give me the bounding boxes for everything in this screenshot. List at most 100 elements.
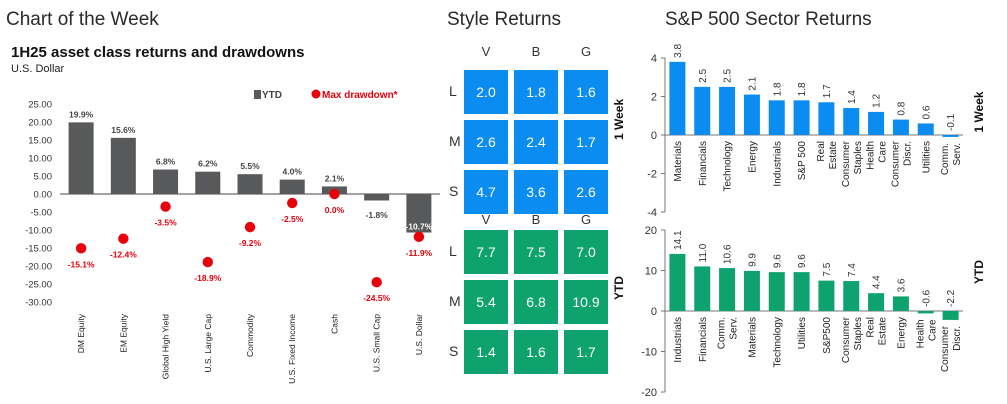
sector-category-label: Consumer (940, 325, 951, 372)
page-title: Chart of the Week (6, 9, 159, 30)
style-row-label: L (449, 243, 457, 259)
sector-category-label: Materials (747, 317, 758, 358)
sector-category-label: Discr. (952, 326, 963, 351)
style-panel-label: YTD (612, 276, 626, 300)
y-tick-label: -10.00 (25, 226, 52, 237)
sector-bar (868, 293, 885, 311)
sector-category-label: Energy (896, 317, 907, 349)
sector-bar (793, 272, 810, 311)
sector-category-label: Serv. (952, 143, 963, 166)
drawdown-point (371, 277, 382, 288)
ytd-data-label: -1.8% (366, 210, 389, 220)
asset-chart-title: 1H25 asset class returns and drawdowns (11, 44, 305, 61)
sector-category-label: Financials (698, 317, 709, 362)
style-row-label: L (449, 83, 457, 99)
sector-value-label: 1.2 (872, 94, 883, 108)
sector-value-label: 4.4 (872, 275, 883, 289)
y-tick-label: 0 (651, 306, 657, 318)
sector-bar (868, 111, 885, 135)
style-column-header: V (481, 44, 491, 59)
category-label: Commodity (245, 313, 255, 357)
sector-value-label: 9.9 (747, 253, 758, 267)
category-label: U.S. Dollar (414, 314, 424, 355)
sector-bar (768, 100, 785, 135)
style-return-cell: 1.6 (514, 330, 558, 374)
category-label: EM Equity (118, 313, 128, 352)
style-row-label: S (449, 183, 459, 199)
legend-drawdown-label: Max drawdown* (322, 90, 398, 101)
ytd-data-label: 2.1% (325, 173, 345, 183)
sector-bar (818, 102, 835, 135)
style-row-label: M (449, 293, 461, 309)
ytd-bar (279, 179, 305, 194)
drawdown-data-label: -12.4% (110, 250, 137, 260)
sector-category-label: Care (927, 319, 938, 341)
drawdown-data-label: -3.5% (154, 218, 177, 228)
style-return-cell: 5.4 (464, 280, 508, 324)
sector-bar (669, 253, 686, 311)
style-return-cell: 1.8 (514, 70, 558, 114)
sector-category-label: Industrials (673, 317, 684, 363)
style-return-cell: 2.6 (564, 170, 608, 214)
sector-category-label: Health (915, 319, 926, 348)
sector-category-label: Comm. (940, 143, 951, 175)
y-tick-label: -25.00 (25, 280, 52, 291)
sector-ytd-chart: 20 10 0 -10 -20 14.1 Industrials 11.0 Financials… (641, 225, 986, 399)
style-return-cell: 7.5 (514, 230, 558, 274)
category-label: U.S. Fixed Income (287, 314, 297, 384)
style-column-header: V (481, 212, 491, 227)
style-return-cell: 4.7 (464, 170, 508, 214)
drawdown-data-label: -18.9% (194, 273, 221, 283)
asset-class-chart: 25.00 20.00 15.00 10.00 5.00 0.00 -5.00 -10.00 -… (25, 89, 440, 384)
style-return-cell: 2.0 (464, 70, 508, 114)
ytd-bar (153, 169, 179, 194)
sector-category-label: Utilities (921, 141, 932, 173)
sector-value-label: 1.4 (847, 90, 858, 104)
sector-category-label: Health (866, 141, 877, 170)
ytd-bar (195, 171, 221, 194)
sector-bar (719, 268, 736, 311)
style-row-label: M (449, 133, 461, 149)
sector-value-label: 2.1 (747, 76, 758, 90)
style-column-header: B (531, 44, 541, 59)
sector-value-label: 3.8 (673, 44, 684, 58)
sector-bar (768, 272, 785, 311)
sector-category-label: Materials (673, 141, 684, 182)
sector-category-label: Comm. (717, 317, 728, 349)
sector-category-label: Care (878, 141, 889, 163)
style-return-cell: 10.9 (564, 280, 608, 324)
sector-value-label: 10.6 (723, 244, 734, 264)
sector-value-label: 9.6 (797, 254, 808, 268)
sector-category-label: Financials (698, 141, 709, 186)
drawdown-point (244, 221, 256, 233)
sector-value-label: 14.1 (673, 230, 684, 250)
style-row-label: S (449, 343, 459, 359)
legend-ytd-swatch (254, 90, 261, 99)
ytd-bar (110, 137, 136, 194)
sector-category-label: Technology (772, 317, 783, 368)
ytd-bar (237, 174, 263, 194)
legend-ytd-label: YTD (262, 90, 282, 101)
y-tick-label: -30.00 (25, 298, 52, 309)
sector-bar (892, 119, 909, 135)
ytd-data-label: -10.7% (405, 222, 432, 232)
sector-bar (694, 266, 711, 311)
y-tick-label: -15.00 (25, 244, 52, 255)
sector-bar (793, 100, 810, 135)
sector-value-label: 1.8 (797, 82, 808, 96)
style-returns-title: Style Returns (447, 9, 562, 30)
sector-category-label: Consumer (841, 140, 852, 187)
style-return-cell: 7.0 (564, 230, 608, 274)
asset-chart-ylabel: U.S. Dollar (11, 63, 65, 75)
sector-returns-title: S&P 500 Sector Returns (665, 9, 872, 30)
sector-category-label: Estate (878, 317, 889, 346)
sector-value-label: -0.6 (921, 289, 932, 307)
ytd-data-label: 6.2% (198, 159, 218, 169)
y-tick-label: 2 (651, 92, 657, 104)
sector-bar (892, 296, 909, 311)
drawdown-data-label: -2.5% (281, 214, 304, 224)
drawdown-data-label: -15.1% (68, 259, 95, 269)
ytd-bar (68, 122, 94, 194)
y-tick-label: -5.00 (30, 208, 52, 219)
y-tick-label: 25.00 (28, 100, 52, 111)
